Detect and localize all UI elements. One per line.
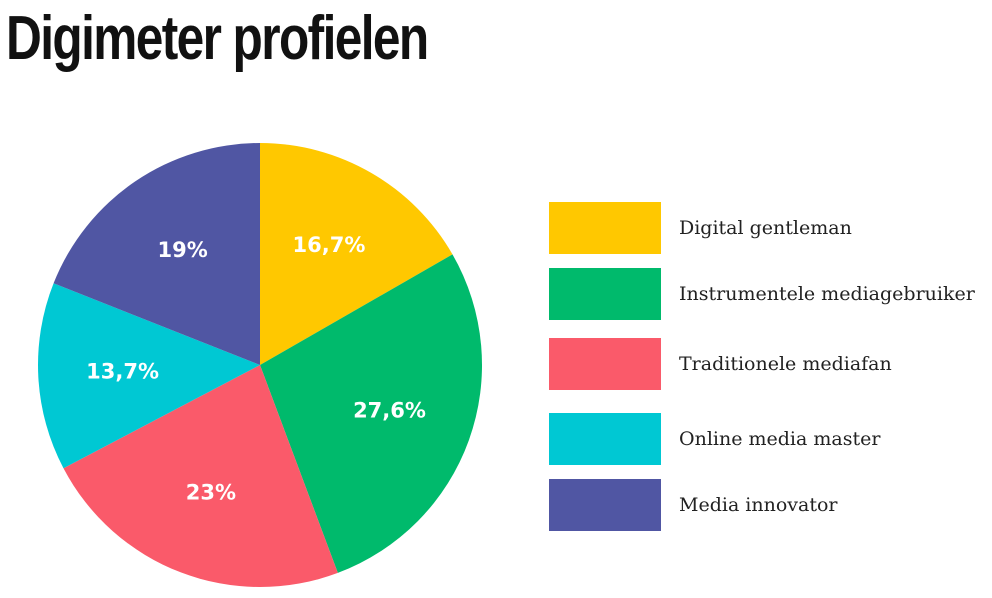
legend-item-traditionele-mediafan: Traditionele mediafan [549, 338, 892, 390]
legend-label: Digital gentleman [679, 217, 852, 239]
legend-item-instrumentele-mediagebruiker: Instrumentele mediagebruiker [549, 268, 975, 320]
legend-item-online-media-master: Online media master [549, 413, 880, 465]
pie-slice-media-innovator [53, 143, 261, 365]
pie-slice-online-media-master [37, 283, 260, 469]
pie-slice-instrumentele-mediagebruiker [260, 254, 482, 573]
data-label: 27,6% [353, 399, 426, 423]
legend-label: Traditionele mediafan [679, 353, 892, 375]
legend-swatch [549, 479, 661, 531]
legend-swatch [549, 338, 661, 390]
legend-label: Media innovator [679, 494, 838, 516]
legend-item-media-innovator: Media innovator [549, 479, 838, 531]
data-label: 19% [158, 238, 208, 262]
legend-item-digital-gentleman: Digital gentleman [549, 202, 852, 254]
legend-swatch [549, 202, 661, 254]
legend-label: Online media master [679, 428, 881, 450]
chart-title: Digimeter profielen [6, 4, 429, 73]
legend-label: Instrumentele mediagebruiker [679, 283, 975, 305]
data-label: 23% [186, 481, 236, 505]
legend: Digital gentleman Instrumentele mediageb… [549, 0, 989, 598]
pie-slice-traditionele-mediafan [63, 365, 338, 587]
pie-slice-digital-gentleman [260, 143, 453, 365]
data-label: 16,7% [293, 233, 366, 257]
legend-swatch [549, 413, 661, 465]
legend-swatch [549, 268, 661, 320]
data-label: 13,7% [86, 359, 159, 383]
